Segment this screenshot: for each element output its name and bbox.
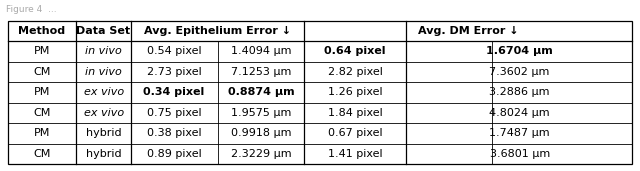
Text: 7.1253 μm: 7.1253 μm [231,67,291,77]
Text: CM: CM [33,108,51,118]
Text: PM: PM [33,87,50,97]
Text: 3.2886 μm: 3.2886 μm [490,87,550,97]
Text: PM: PM [33,46,50,56]
Text: Data Set: Data Set [76,26,131,36]
Text: 1.26 pixel: 1.26 pixel [328,87,383,97]
Text: 1.6704 μm: 1.6704 μm [486,46,553,56]
Text: 1.41 pixel: 1.41 pixel [328,149,383,159]
Text: 0.34 pixel: 0.34 pixel [143,87,205,97]
Text: Method: Method [18,26,65,36]
Text: 4.8024 μm: 4.8024 μm [490,108,550,118]
Bar [8,21,632,164]
Text: 1.4094 μm: 1.4094 μm [231,46,291,56]
Text: 2.3229 μm: 2.3229 μm [231,149,291,159]
Text: 0.64 pixel: 0.64 pixel [324,46,386,56]
Text: 0.8874 μm: 0.8874 μm [228,87,294,97]
Text: CM: CM [33,149,51,159]
Text: 3.6801 μm: 3.6801 μm [490,149,550,159]
Text: in vivo: in vivo [85,46,122,56]
Text: ex vivo: ex vivo [84,87,124,97]
Text: 0.54 pixel: 0.54 pixel [147,46,202,56]
Text: Figure 4  ...: Figure 4 ... [6,5,57,14]
Text: 7.3602 μm: 7.3602 μm [490,67,550,77]
Text: 0.38 pixel: 0.38 pixel [147,128,202,138]
Text: 0.9918 μm: 0.9918 μm [231,128,291,138]
Text: 0.67 pixel: 0.67 pixel [328,128,383,138]
Text: CM: CM [33,67,51,77]
Text: 2.73 pixel: 2.73 pixel [147,67,202,77]
Text: 0.89 pixel: 0.89 pixel [147,149,202,159]
Text: 1.84 pixel: 1.84 pixel [328,108,383,118]
Text: Avg. DM Error ↓: Avg. DM Error ↓ [418,26,518,36]
Text: in vivo: in vivo [85,67,122,77]
Text: Avg. Epithelium Error ↓: Avg. Epithelium Error ↓ [144,26,291,36]
Text: PM: PM [33,128,50,138]
Text: 0.75 pixel: 0.75 pixel [147,108,202,118]
Text: hybrid: hybrid [86,128,122,138]
Text: 1.9575 μm: 1.9575 μm [231,108,291,118]
Text: 2.82 pixel: 2.82 pixel [328,67,383,77]
Text: 1.7487 μm: 1.7487 μm [490,128,550,138]
Text: hybrid: hybrid [86,149,122,159]
Text: ex vivo: ex vivo [84,108,124,118]
